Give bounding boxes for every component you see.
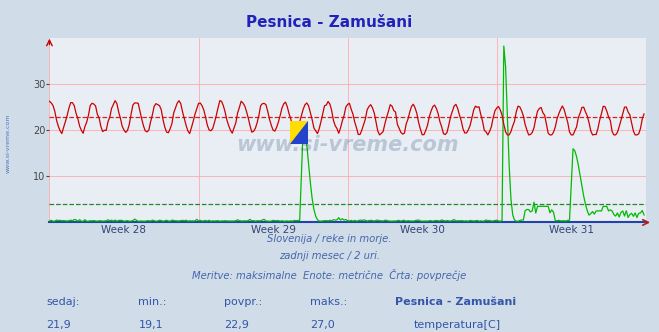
- Text: 22,9: 22,9: [224, 320, 249, 330]
- Text: Pesnica - Zamušani: Pesnica - Zamušani: [246, 15, 413, 30]
- Text: min.:: min.:: [138, 297, 167, 307]
- Polygon shape: [290, 121, 308, 144]
- Text: 21,9: 21,9: [46, 320, 71, 330]
- Polygon shape: [290, 121, 308, 144]
- Text: Slovenija / reke in morje.: Slovenija / reke in morje.: [268, 234, 391, 244]
- Text: Pesnica - Zamušani: Pesnica - Zamušani: [395, 297, 517, 307]
- Text: 19,1: 19,1: [138, 320, 163, 330]
- Text: povpr.:: povpr.:: [224, 297, 262, 307]
- Text: www.si-vreme.com: www.si-vreme.com: [237, 135, 459, 155]
- Text: Meritve: maksimalne  Enote: metrične  Črta: povprečje: Meritve: maksimalne Enote: metrične Črta…: [192, 269, 467, 281]
- Text: temperatura[C]: temperatura[C]: [414, 320, 501, 330]
- Text: sedaj:: sedaj:: [46, 297, 80, 307]
- Text: maks.:: maks.:: [310, 297, 347, 307]
- Text: 27,0: 27,0: [310, 320, 335, 330]
- Text: zadnji mesec / 2 uri.: zadnji mesec / 2 uri.: [279, 251, 380, 261]
- Text: www.si-vreme.com: www.si-vreme.com: [5, 113, 11, 173]
